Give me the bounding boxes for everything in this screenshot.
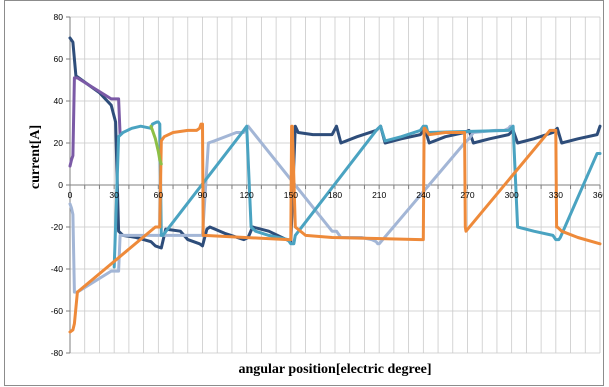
y-tick-label: 0 xyxy=(58,180,63,190)
series-line-4 xyxy=(112,120,602,269)
series-line-2 xyxy=(68,76,122,168)
x-tick-label: 240 xyxy=(416,190,430,200)
x-tick-label: 90 xyxy=(198,190,208,200)
series-line-1 xyxy=(68,36,602,250)
y-tick-label: 20 xyxy=(54,138,64,148)
x-tick-label: 60 xyxy=(154,190,164,200)
x-tick-label: 210 xyxy=(372,190,386,200)
series-line-6 xyxy=(149,124,163,166)
series-layer xyxy=(68,36,602,334)
x-axis-title: angular position[electric degree] xyxy=(238,362,431,377)
x-tick-label: 360 xyxy=(593,190,603,200)
y-tick-label: 80 xyxy=(54,12,64,22)
y-tick-label: 60 xyxy=(54,54,64,64)
x-tick-label: 150 xyxy=(284,190,298,200)
chart-svg: 80 60 40 20 0 -20 -40 -60 -80 0 30 60 90 120 150 180 210… xyxy=(28,12,603,377)
x-tick-label: 270 xyxy=(460,190,474,200)
y-tick-label: 40 xyxy=(54,96,64,106)
x-tick-label: 330 xyxy=(549,190,563,200)
x-tick-label: 30 xyxy=(109,190,119,200)
series-line-5 xyxy=(68,122,602,334)
chart-frame: 80 60 40 20 0 -20 -40 -60 -80 0 30 60 90 120 150 180 210… xyxy=(4,0,604,386)
y-tick-label: -80 xyxy=(51,348,64,358)
x-tick-label: 120 xyxy=(240,190,254,200)
x-tick-label: 180 xyxy=(328,190,342,200)
x-tick-label: 0 xyxy=(68,190,73,200)
x-tick-label: 300 xyxy=(505,190,519,200)
y-axis-title: current[A] xyxy=(28,125,43,189)
tick-layer: 80 60 40 20 0 -20 -40 -60 -80 0 30 60 90 120 150 180 210… xyxy=(51,12,603,358)
y-tick-label: -60 xyxy=(51,306,64,316)
y-tick-label: -20 xyxy=(51,222,64,232)
y-tick-label: -40 xyxy=(51,264,64,274)
grid-layer xyxy=(66,16,601,354)
